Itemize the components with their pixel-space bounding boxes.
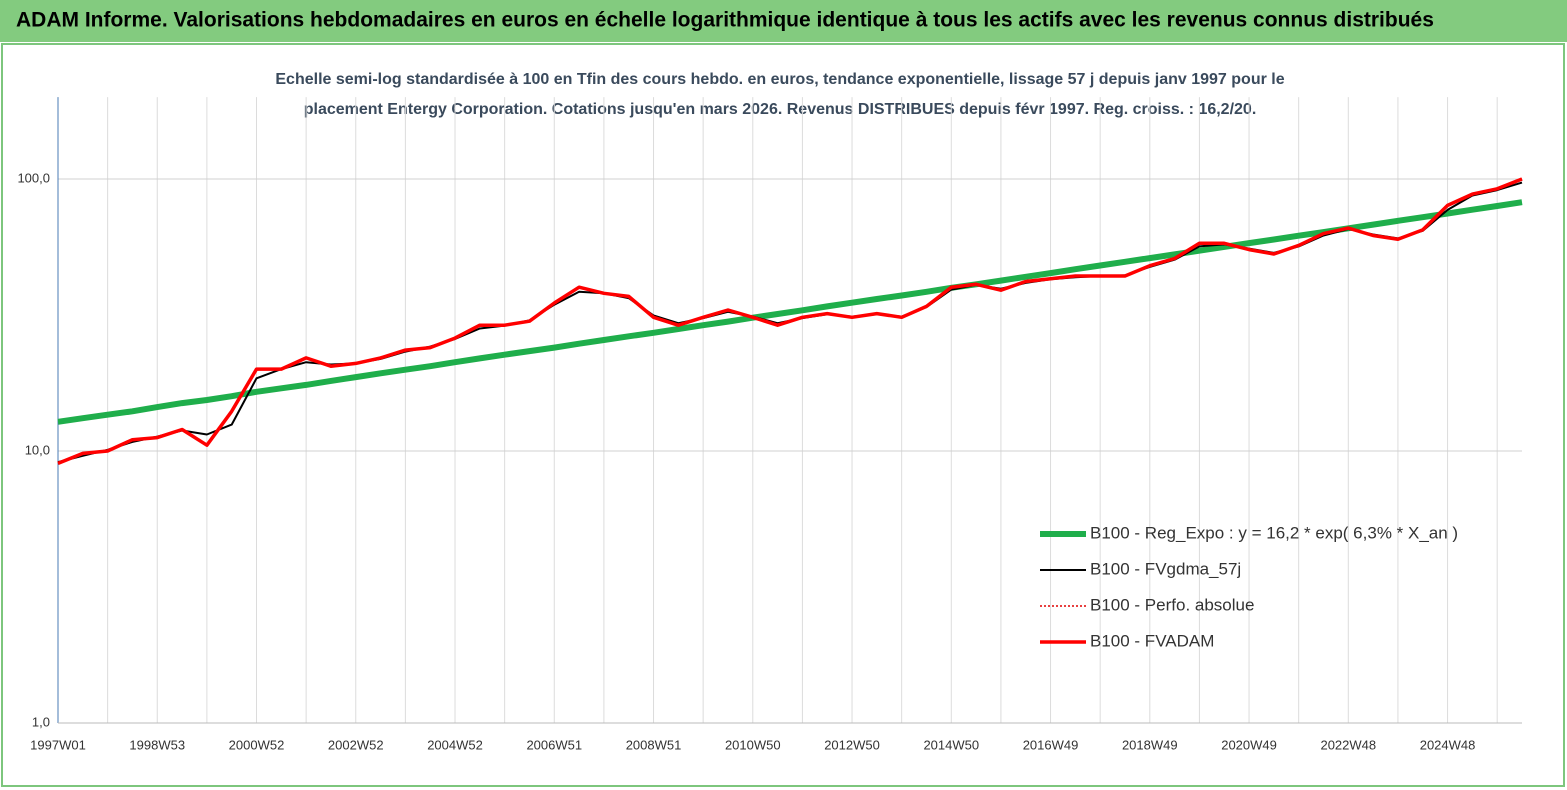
x-tick-label: 2016W49 (1023, 737, 1079, 752)
legend-label: B100 - FVgdma_57j (1090, 559, 1241, 578)
x-tick-label: 2002W52 (328, 737, 384, 752)
y-tick-label: 1,0 (32, 714, 50, 729)
x-tick-label: 2004W52 (427, 737, 483, 752)
y-tick-label: 10,0 (25, 442, 50, 457)
header-bar (0, 0, 1567, 42)
series-line (57, 199, 1523, 425)
x-tick-label: 2014W50 (923, 737, 979, 752)
x-tick-label: 2010W50 (725, 737, 781, 752)
legend-label: B100 - Reg_Expo : y = 16,2 * exp( 6,3% *… (1090, 523, 1458, 542)
plot: 1,0 10,0 100,0 1997W01 1998W53 2000W52 2002W52… (17, 97, 1523, 752)
x-tick-label: 1998W53 (129, 737, 185, 752)
x-tick-label: 2008W51 (626, 737, 682, 752)
x-tick-label: 1997W01 (30, 737, 86, 752)
x-tick-label: 2012W50 (824, 737, 880, 752)
chart-frame (1, 43, 1565, 787)
y-tick-label: 100,0 (17, 170, 50, 185)
chart-title: Echelle semi-log standardisée à 100 en T… (275, 71, 1284, 88)
x-tick-label: 2024W48 (1420, 737, 1476, 752)
x-tick-label: 2000W52 (229, 737, 285, 752)
x-tick-label: 2020W49 (1221, 737, 1277, 752)
series-line (57, 177, 1523, 466)
x-tick-label: 2018W49 (1122, 737, 1178, 752)
legend-label: B100 - FVADAM (1090, 631, 1214, 650)
x-tick-label: 2006W51 (526, 737, 582, 752)
chart-title: placement Entergy Corporation. Cotations… (304, 101, 1257, 118)
x-tick-label: 2022W48 (1320, 737, 1376, 752)
header-title: ADAM Informe. Valorisations hebdomadaire… (16, 9, 1434, 32)
legend-label: B100 - Perfo. absolue (1090, 595, 1254, 614)
